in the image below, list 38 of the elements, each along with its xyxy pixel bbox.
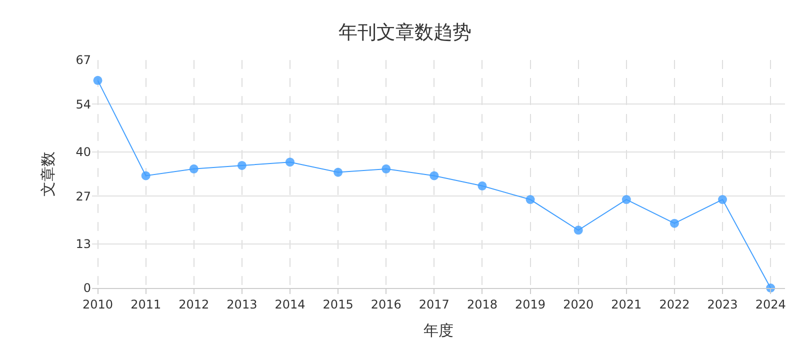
x-tick-label: 2020: [563, 297, 594, 312]
point: [382, 164, 391, 174]
x-tick-label: 2021: [611, 297, 642, 312]
x-tick-label: 2018: [466, 297, 498, 312]
point: [189, 164, 198, 174]
x-tick-label: 2015: [322, 297, 354, 312]
point: [718, 195, 728, 204]
x-tick-label: 2012: [178, 297, 210, 312]
y-tick-label: 40: [76, 145, 91, 160]
x-tick-label: 2019: [515, 297, 546, 312]
x-axis-title: 年度: [424, 321, 454, 340]
x-tick-label: 2024: [755, 297, 786, 312]
point: [574, 226, 583, 235]
point: [93, 76, 102, 85]
x-tick-label: 2017: [418, 297, 450, 312]
y-tick-label: 0: [83, 281, 91, 296]
point: [286, 158, 294, 167]
x-tick-label: 2023: [707, 297, 738, 312]
x-tick-label: 2022: [659, 297, 690, 312]
point: [237, 160, 246, 170]
chart-title: 年刊文章数趋势: [338, 22, 472, 44]
y-tick-label: 27: [76, 189, 91, 204]
y-tick-label: 67: [76, 53, 91, 68]
x-tick-label: 2014: [274, 297, 306, 312]
point: [334, 168, 343, 177]
x-tick-label: 2011: [130, 297, 162, 312]
point: [622, 195, 631, 204]
x-tick-label: 2010: [82, 297, 114, 312]
y-axis-title: 文章数: [38, 152, 57, 196]
point: [430, 171, 439, 180]
point: [141, 171, 150, 180]
point: [526, 195, 535, 204]
point: [670, 218, 679, 228]
y-tick-label: 54: [76, 97, 91, 112]
x-tick-label: 2013: [226, 297, 258, 312]
x-tick-label: 2016: [370, 297, 402, 312]
y-tick-label: 13: [76, 236, 91, 251]
point: [478, 181, 487, 190]
